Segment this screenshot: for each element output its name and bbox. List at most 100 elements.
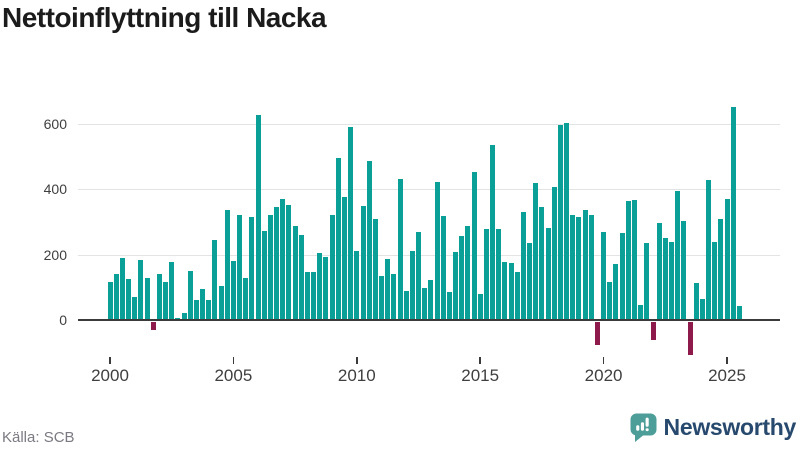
bar-2021-q4 bbox=[644, 243, 650, 320]
bar-2002-q3 bbox=[169, 261, 175, 320]
bar-2005-q1 bbox=[230, 261, 236, 320]
bar-2011-q3 bbox=[391, 274, 397, 320]
bar-2015-q2 bbox=[483, 229, 489, 320]
bar-2009-q1 bbox=[329, 215, 335, 320]
bar-2006-q4 bbox=[274, 206, 280, 320]
bar-2024-q3 bbox=[712, 241, 718, 320]
bar-2019-q3 bbox=[588, 215, 594, 320]
bar-2002-q1 bbox=[156, 274, 162, 320]
x-axis-label-2015: 2015 bbox=[461, 366, 500, 385]
bar-2013-q2 bbox=[434, 182, 440, 320]
bar-2001-q1 bbox=[132, 296, 138, 320]
bar-2011-q4 bbox=[397, 178, 403, 320]
bar-2006-q3 bbox=[267, 215, 273, 320]
bar-2019-q1 bbox=[576, 216, 582, 320]
bar-2008-q4 bbox=[323, 257, 329, 320]
bar-2022-q2 bbox=[656, 222, 662, 320]
bar-2004-q1 bbox=[206, 300, 212, 320]
bar-2013-q1 bbox=[428, 280, 434, 320]
bar-2000-q2 bbox=[113, 274, 119, 320]
bar-2004-q4 bbox=[224, 209, 230, 320]
bar-2009-q4 bbox=[348, 126, 354, 320]
bar-2011-q1 bbox=[379, 275, 384, 320]
bar-2007-q3 bbox=[292, 225, 298, 320]
bar-2025-q2 bbox=[730, 107, 736, 320]
bar-2000-q4 bbox=[126, 279, 131, 320]
bar-2015-q4 bbox=[496, 228, 502, 320]
bar-2007-q4 bbox=[298, 234, 304, 320]
x-tick-2000 bbox=[109, 357, 111, 364]
bar-2023-q3 bbox=[687, 321, 693, 355]
bar-2014-q3 bbox=[465, 226, 471, 320]
source-caption: Källa: SCB bbox=[2, 429, 75, 446]
newsworthy-logo[interactable]: Newsworthy bbox=[629, 412, 796, 442]
chart-title: Nettoinflyttning till Nacka bbox=[2, 2, 327, 33]
bar-2003-q1 bbox=[181, 312, 187, 320]
bar-2010-q4 bbox=[372, 219, 378, 320]
bar-2024-q2 bbox=[706, 180, 711, 320]
x-axis-label-2000: 2000 bbox=[91, 366, 129, 385]
bar-2025-q1 bbox=[724, 199, 730, 320]
x-axis-line bbox=[78, 319, 780, 321]
x-tick-2015 bbox=[479, 357, 481, 364]
bar-2006-q2 bbox=[261, 230, 267, 320]
bar-2013-q4 bbox=[446, 292, 452, 320]
bar-2005-q3 bbox=[243, 277, 249, 320]
bar-2016-q1 bbox=[502, 261, 508, 320]
bar-2021-q2 bbox=[632, 200, 637, 320]
bar-2021-q1 bbox=[625, 201, 631, 320]
bar-2016-q4 bbox=[520, 211, 526, 320]
bar-2007-q2 bbox=[286, 205, 292, 320]
bar-2021-q3 bbox=[638, 305, 644, 320]
bar-2001-q4 bbox=[150, 321, 156, 330]
bar-2016-q2 bbox=[508, 262, 514, 320]
bar-2003-q2 bbox=[187, 271, 193, 320]
bar-2024-q4 bbox=[718, 218, 724, 320]
bar-2000-q1 bbox=[107, 282, 113, 320]
y-axis-label-600: 600 bbox=[43, 116, 67, 132]
bar-2004-q3 bbox=[218, 286, 224, 320]
bar-2000-q3 bbox=[119, 257, 125, 320]
bar-2017-q2 bbox=[533, 182, 539, 320]
y-axis-label-400: 400 bbox=[43, 181, 67, 198]
bar-2023-q4 bbox=[693, 283, 699, 320]
bar-2022-q3 bbox=[662, 237, 668, 320]
bar-2022-q1 bbox=[650, 321, 656, 341]
bar-2015-q3 bbox=[490, 145, 495, 320]
gridline-600 bbox=[78, 124, 780, 125]
bar-2018-q1 bbox=[551, 187, 557, 320]
bar-2009-q3 bbox=[342, 196, 347, 320]
bar-2017-q4 bbox=[545, 227, 551, 320]
bar-2018-q4 bbox=[570, 214, 576, 320]
y-axis-label-200: 200 bbox=[43, 246, 67, 263]
bar-2022-q4 bbox=[669, 241, 674, 320]
x-axis-label-2010: 2010 bbox=[337, 366, 376, 385]
bar-2017-q3 bbox=[539, 207, 545, 320]
bar-2019-q2 bbox=[582, 210, 588, 320]
bar-2003-q3 bbox=[193, 299, 199, 320]
bar-2009-q2 bbox=[335, 157, 341, 320]
bar-2006-q1 bbox=[255, 114, 261, 320]
bar-2015-q1 bbox=[477, 293, 483, 320]
bar-2025-q3 bbox=[736, 305, 742, 320]
gridline-400 bbox=[78, 189, 780, 191]
bar-2018-q3 bbox=[564, 122, 570, 320]
bar-2012-q3 bbox=[416, 231, 421, 320]
bar-2012-q1 bbox=[403, 290, 409, 320]
bar-2023-q1 bbox=[675, 190, 681, 320]
x-tick-2010 bbox=[356, 357, 358, 364]
x-axis-label-2005: 2005 bbox=[214, 366, 253, 385]
bar-2007-q1 bbox=[280, 199, 286, 320]
bar-2003-q4 bbox=[200, 289, 206, 320]
bar-2014-q4 bbox=[471, 172, 477, 320]
bar-2008-q2 bbox=[311, 271, 317, 320]
x-tick-2025 bbox=[726, 357, 728, 364]
bar-2008-q3 bbox=[317, 253, 323, 320]
bar-2005-q4 bbox=[249, 216, 255, 320]
bar-2016-q3 bbox=[514, 272, 520, 320]
bar-2023-q2 bbox=[681, 221, 687, 320]
bar-2024-q1 bbox=[699, 299, 705, 320]
bar-2014-q2 bbox=[459, 235, 465, 320]
bar-2008-q1 bbox=[304, 271, 310, 320]
